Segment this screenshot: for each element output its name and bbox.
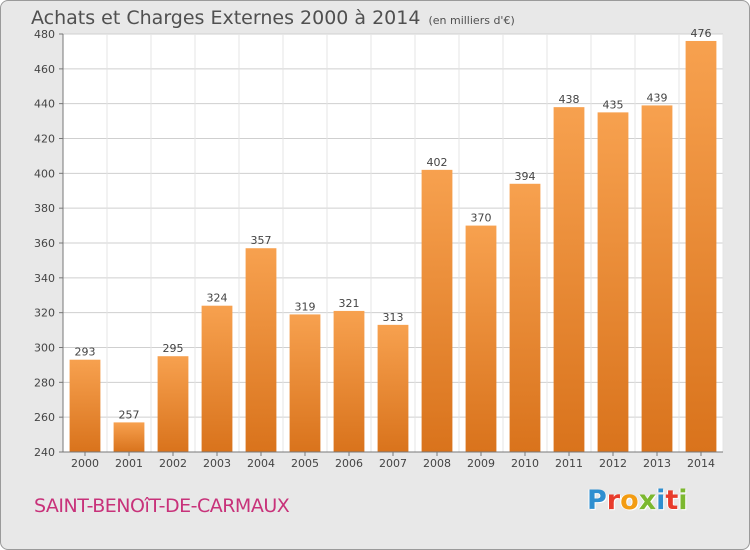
- y-tick-label: 420: [34, 133, 55, 146]
- data-label-2006: 321: [339, 297, 360, 310]
- data-label-2002: 295: [163, 342, 184, 355]
- data-label-2001: 257: [119, 408, 140, 421]
- logo-letter: t: [665, 485, 679, 516]
- chart-title: Achats et Charges Externes 2000 à 2014 (e…: [31, 7, 515, 29]
- logo-letter: x: [638, 485, 657, 516]
- bar-2012: [597, 112, 629, 452]
- y-tick-label: 300: [34, 342, 55, 355]
- logo-letter: i: [656, 485, 666, 516]
- commune-name: SAINT-BENOîT-DE-CARMAUX: [34, 495, 290, 517]
- logo-letter: P: [587, 485, 607, 516]
- bar-2005: [289, 314, 321, 452]
- x-tick-label-2012: 2012: [599, 457, 627, 470]
- data-label-2005: 319: [295, 300, 316, 313]
- x-tick-label-2006: 2006: [335, 457, 363, 470]
- data-label-2004: 357: [251, 234, 272, 247]
- x-tick-label-2008: 2008: [423, 457, 451, 470]
- x-tick-label-2002: 2002: [159, 457, 187, 470]
- bar-2014: [685, 40, 717, 452]
- x-tick-label-2013: 2013: [643, 457, 671, 470]
- y-tick-label: 480: [34, 28, 55, 41]
- y-tick-label: 260: [34, 411, 55, 424]
- chart-unit: (en milliers d'€): [428, 14, 515, 27]
- y-tick-label: 380: [34, 202, 55, 215]
- data-label-2014: 476: [691, 27, 712, 40]
- data-label-2010: 394: [515, 170, 536, 183]
- y-tick-label: 280: [34, 376, 55, 389]
- proxiti-logo: Proxiti: [587, 485, 688, 516]
- x-tick-label-2004: 2004: [247, 457, 275, 470]
- data-label-2000: 293: [75, 346, 96, 359]
- bar-2007: [377, 324, 409, 452]
- x-tick-label-2003: 2003: [203, 457, 231, 470]
- bar-2001: [113, 422, 145, 452]
- x-tick-label-2001: 2001: [115, 457, 143, 470]
- y-tick-label: 360: [34, 237, 55, 250]
- x-tick-label-2014: 2014: [687, 457, 715, 470]
- y-tick-label: 240: [34, 446, 55, 459]
- data-label-2011: 438: [559, 93, 580, 106]
- x-tick-label-2010: 2010: [511, 457, 539, 470]
- bar-2003: [201, 305, 233, 452]
- bar-2006: [333, 310, 365, 452]
- chart-title-text: Achats et Charges Externes 2000 à 2014: [31, 7, 421, 29]
- data-label-2012: 435: [603, 98, 624, 111]
- bar-2009: [465, 225, 497, 452]
- logo-letter: r: [606, 485, 621, 516]
- bar-2000: [69, 359, 101, 452]
- y-tick-label: 460: [34, 63, 55, 76]
- x-tick-label-2000: 2000: [71, 457, 99, 470]
- y-tick-label: 440: [34, 98, 55, 111]
- bar-2011: [553, 107, 585, 453]
- x-tick-label-2005: 2005: [291, 457, 319, 470]
- y-tick-label: 400: [34, 167, 55, 180]
- logo-letter: i: [678, 485, 688, 516]
- y-tick-label: 340: [34, 272, 55, 285]
- x-tick-label-2011: 2011: [555, 457, 583, 470]
- data-label-2003: 324: [207, 292, 228, 305]
- bar-2013: [641, 105, 673, 453]
- bar-2010: [509, 183, 541, 453]
- data-label-2013: 439: [647, 91, 668, 104]
- x-tick-label-2007: 2007: [379, 457, 407, 470]
- x-tick-label-2009: 2009: [467, 457, 495, 470]
- data-label-2008: 402: [427, 156, 448, 169]
- bar-2004: [245, 248, 277, 452]
- bar-2002: [157, 356, 189, 452]
- logo-letter: o: [620, 485, 639, 516]
- bar-2008: [421, 169, 453, 452]
- y-tick-label: 320: [34, 307, 55, 320]
- data-label-2009: 370: [471, 212, 492, 225]
- data-label-2007: 313: [383, 311, 404, 324]
